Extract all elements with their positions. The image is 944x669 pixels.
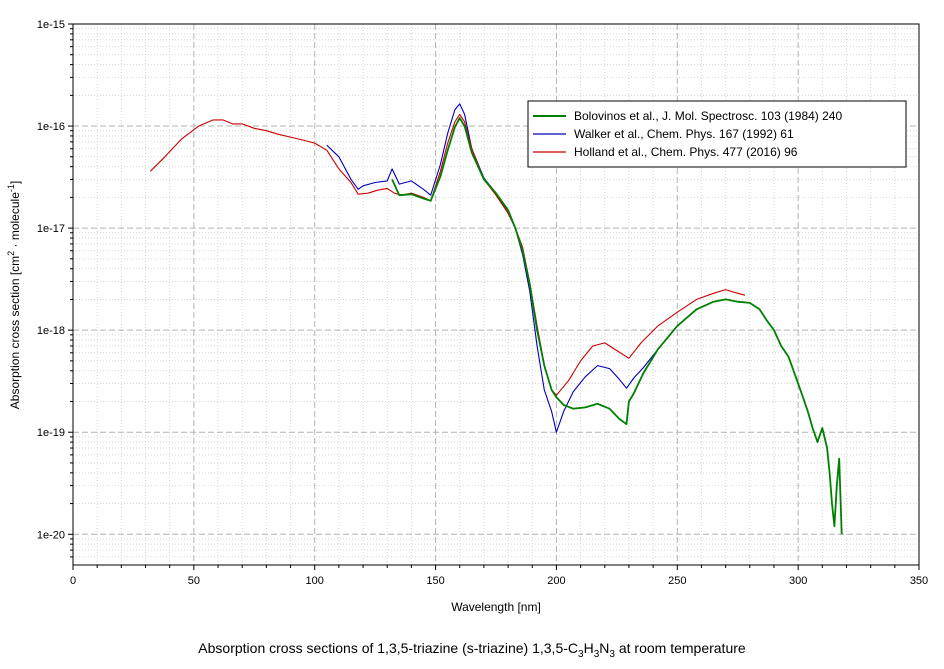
legend-label: Walker et al., Chem. Phys. 167 (1992) 61 (574, 127, 794, 141)
x-tick-label: 100 (306, 575, 324, 587)
legend: Bolovinos et al., J. Mol. Spectrosc. 103… (527, 100, 907, 168)
y-tick-label: 1e-20 (37, 529, 65, 541)
series-lines (149, 103, 843, 535)
legend-label: Bolovinos et al., J. Mol. Spectrosc. 103… (574, 109, 842, 123)
y-tick-label: 1e-18 (37, 325, 65, 337)
x-axis-ticks: 0 50 100 150 200 250 300 350 (70, 565, 928, 587)
figure-caption: Absorption cross sections of 1,3,5-triaz… (198, 640, 746, 660)
y-tick-label: 1e-17 (37, 223, 65, 235)
y-tick-label: 1e-15 (37, 19, 65, 31)
x-tick-label: 200 (547, 575, 565, 587)
series-line-1 (391, 117, 843, 535)
y-tick-label: 1e-19 (37, 427, 65, 439)
x-axis-label: Wavelength [nm] (451, 600, 541, 614)
x-tick-label: 350 (910, 575, 928, 587)
y-axis-ticks: 1e-20 1e-19 1e-18 1e-17 1e-16 1e-15 (37, 19, 73, 558)
legend-label: Holland et al., Chem. Phys. 477 (2016) 9… (574, 145, 798, 159)
x-tick-label: 150 (426, 575, 444, 587)
x-tick-label: 50 (188, 575, 200, 587)
x-tick-label: 250 (668, 575, 686, 587)
legend-box (527, 100, 907, 168)
x-tick-label: 300 (789, 575, 807, 587)
x-tick-label: 0 (70, 575, 76, 587)
series-line-3 (149, 113, 746, 396)
y-axis-label: Absorption cross section [cm2 · molecule… (6, 181, 22, 409)
plot-frame (72, 23, 920, 566)
y-tick-label: 1e-16 (37, 121, 65, 133)
